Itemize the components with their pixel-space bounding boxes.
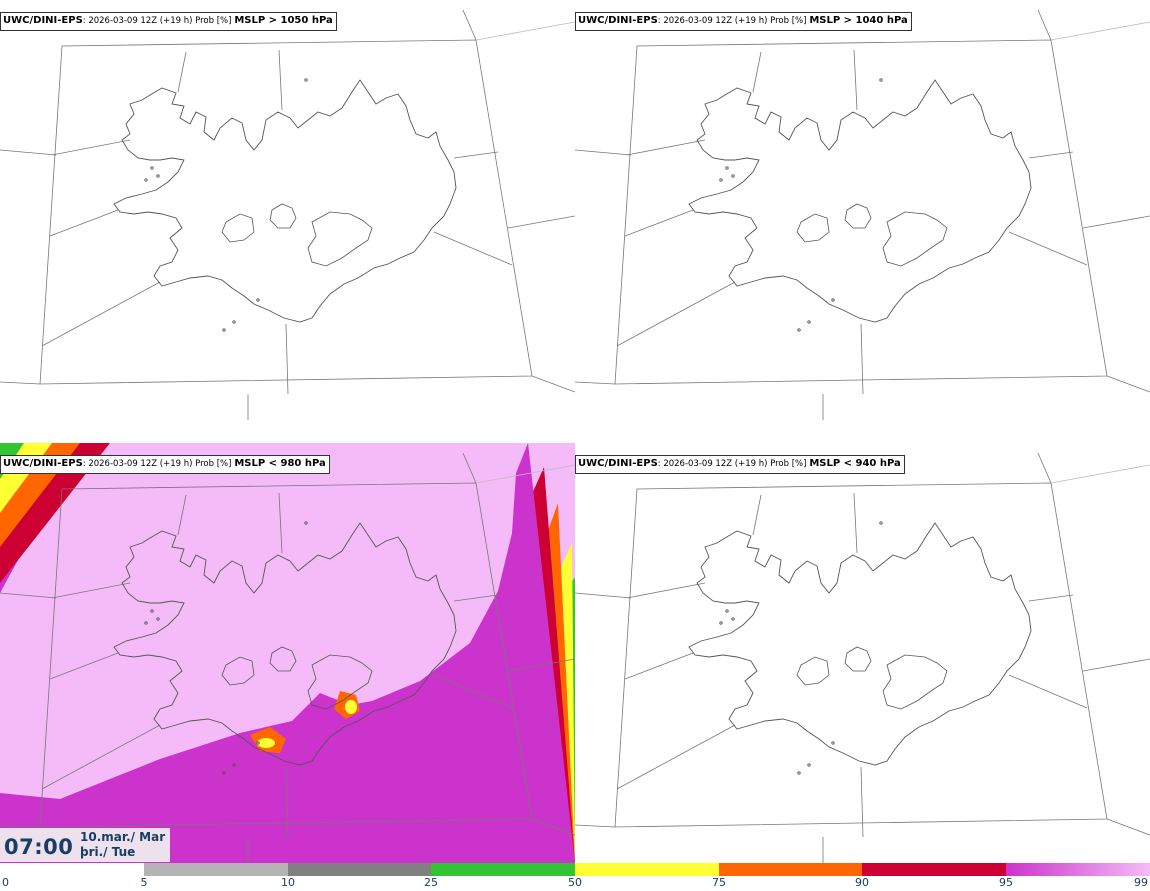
colorbar-tick-label: 50 [568,876,582,889]
colorbar-segment [1006,863,1150,876]
coastline [113,78,457,332]
map-canvas [575,452,1150,863]
coastline [113,521,457,775]
map-panel-top-right: UWC/DINI-EPS: 2026-03-09 12Z (+19 h) Pro… [575,0,1150,420]
colorbar-segment [719,863,862,876]
colorbar-tick-label: 90 [855,876,869,889]
map-panel-bottom-left: UWC/DINI-EPS: 2026-03-09 12Z (+19 h) Pro… [0,443,575,863]
colorbar-tick-label: 75 [712,876,726,889]
valid-time-box: 07:00 10.mar./ Mar þri./ Tue [0,828,170,862]
colorbar-tick-label: 99 [1134,876,1148,889]
colorbar-tick-label: 0 [2,876,9,889]
colorbar-segment [862,863,1006,876]
map-canvas [0,9,575,420]
colorbar-segment [575,863,719,876]
colorbar-segment [431,863,575,876]
coastline [688,521,1032,775]
graticule [575,452,1150,863]
map-panel-bottom-right: UWC/DINI-EPS: 2026-03-09 12Z (+19 h) Pro… [575,443,1150,863]
map-canvas [0,443,575,863]
colorbar-tick-label: 25 [424,876,438,889]
panel-title: UWC/DINI-EPS: 2026-03-09 12Z (+19 h) Pro… [0,455,330,474]
coastline [688,78,1032,332]
map-panel-top-left: UWC/DINI-EPS: 2026-03-09 12Z (+19 h) Pro… [0,0,575,420]
colorbar-segment [144,863,288,876]
valid-date-line2: þri./ Tue [80,845,136,859]
panel-title: UWC/DINI-EPS: 2026-03-09 12Z (+19 h) Pro… [575,12,912,31]
valid-date-line1: 10.mar./ Mar [80,830,166,844]
colorbar-segment [288,863,431,876]
panel-title: UWC/DINI-EPS: 2026-03-09 12Z (+19 h) Pro… [575,455,905,474]
valid-date: 10.mar./ Mar þri./ Tue [80,830,165,860]
colorbar-tick-label: 5 [140,876,148,889]
graticule [0,452,575,863]
graticule [575,9,1150,420]
probability-fill [0,443,575,863]
graticule [0,9,575,420]
probability-colorbar: 0 5 10 25 50 75 90 95 99 [0,862,1150,891]
map-canvas [575,9,1150,420]
colorbar-tick-label: 95 [999,876,1013,889]
panel-title: UWC/DINI-EPS: 2026-03-09 12Z (+19 h) Pro… [0,12,337,31]
valid-time: 07:00 [4,835,74,859]
colorbar-tick-label: 10 [281,876,295,889]
